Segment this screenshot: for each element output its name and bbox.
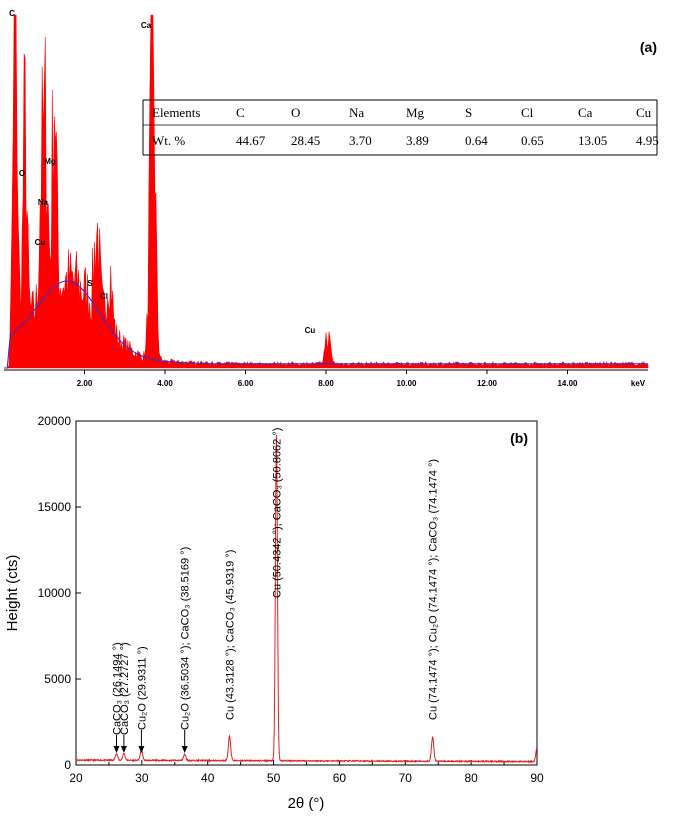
- eds-x-tick-label: 6.00: [238, 379, 254, 388]
- eds-peak-label: Mg: [44, 157, 56, 166]
- xrd-peak-annotation: Cu (50.4342 °); CaCO₃ (50.8062 °): [271, 428, 283, 598]
- eds-peak-labels: C O Mg Na Cu S Cl Ca Cu: [9, 9, 315, 335]
- eds-peak-label: C: [9, 9, 15, 18]
- eds-peak-label: Cu: [305, 326, 316, 335]
- table-row-header: Elements: [152, 105, 200, 120]
- xrd-peak-annotation: Cu₂O (36.5034 °); CaCO₃ (38.5169 °): [180, 547, 192, 730]
- eds-peak-label: Na: [38, 198, 49, 207]
- table-column-header: S: [465, 105, 472, 120]
- xrd-x-label: 2θ (°): [288, 795, 325, 812]
- eds-x-label: keV: [631, 379, 646, 388]
- eds-peak-label: Ca: [141, 21, 152, 30]
- composition-table: Elements Wt. % C 44.67 O 28.45 Na 3.70 Mg 3.89 S 0.…: [142, 99, 659, 156]
- eds-peak-label: O: [19, 169, 25, 178]
- xrd-y-tick-label: 15000: [38, 500, 72, 514]
- xrd-x-tick-label: 60: [333, 771, 347, 785]
- xrd-y-tick-label: 0: [64, 758, 71, 772]
- table-cell: 3.89: [406, 133, 429, 148]
- eds-spectrum-area: [4, 14, 649, 369]
- xrd-y-tick-label: 5000: [44, 672, 71, 686]
- table-column-header: C: [236, 105, 245, 120]
- table-column-header: Mg: [406, 105, 425, 120]
- xrd-x-tick-label: 50: [267, 771, 281, 785]
- eds-spectrum: [4, 14, 649, 369]
- xrd-peak-annotation: Cu (74.1474 °); Cu₂O (74.1474 °); CaCO₃ …: [428, 459, 440, 720]
- xrd-annotations: CaCO₃ (26.1494 °)CaCO₃ (27.2727 °) Cu₂O (…: [111, 428, 440, 753]
- xrd-y-tick-label: 10000: [38, 586, 72, 600]
- xrd-peak-annotation: CaCO₃ (26.1494 °): [111, 642, 123, 735]
- xrd-peak-annotation: Cu₂O (29.9311 °): [136, 646, 148, 730]
- xrd-x-tick-label: 30: [135, 771, 149, 785]
- eds-x-tick-label: 10.00: [396, 379, 417, 388]
- table-cell: 3.70: [349, 133, 372, 148]
- eds-x-ticks: 2.00 4.00 6.00 8.00 10.00 12.00 14.00: [77, 370, 578, 388]
- eds-x-tick-label: 12.00: [477, 379, 498, 388]
- table-column-header: Cl: [521, 105, 534, 120]
- xrd-line: [75, 435, 538, 764]
- eds-x-tick-label: 14.00: [557, 379, 578, 388]
- eds-x-tick-label: 4.00: [157, 379, 173, 388]
- xrd-arrow-head: [138, 746, 145, 753]
- table-cell: 44.67: [236, 133, 266, 148]
- xrd-x-tick-label: 20: [69, 771, 83, 785]
- xrd-arrow-head: [181, 746, 188, 753]
- xrd-arrow-head: [120, 746, 127, 753]
- table-column-header: Na: [349, 105, 364, 120]
- xrd-panel-label: (b): [510, 430, 528, 446]
- eds-panel: C O Mg Na Cu S Cl Ca Cu 2.00 4.00 6.00 8.00 10.00 12.…: [4, 9, 659, 388]
- xrd-y-label: Height (cts): [4, 555, 21, 632]
- table-column-header: Ca: [578, 105, 593, 120]
- eds-x-tick-label: 8.00: [318, 379, 334, 388]
- xrd-x-tick-label: 80: [464, 771, 478, 785]
- xrd-x-ticks: 20 30 40 50 60 70 80 90: [69, 760, 544, 785]
- xrd-peak-annotation: Cu (43.3128 °); CaCO₃ (45.9319 °): [225, 550, 237, 720]
- eds-x-tick-label: 2.00: [77, 379, 93, 388]
- table-column-header: Cu: [636, 105, 652, 120]
- table-cell: 28.45: [291, 133, 320, 148]
- table-column-header: O: [291, 105, 300, 120]
- xrd-x-tick-label: 70: [399, 771, 413, 785]
- xrd-y-tick-label: 20000: [38, 414, 72, 428]
- xrd-pattern-line: [75, 435, 538, 764]
- eds-peak-label: Cu: [35, 238, 46, 247]
- table-cell: 4.95: [636, 133, 659, 148]
- xrd-arrow-head: [113, 746, 120, 753]
- eds-peak-label: Cl: [100, 292, 108, 301]
- eds-peak-label: S: [87, 279, 93, 288]
- eds-panel-label: (a): [640, 39, 657, 55]
- xrd-x-tick-label: 40: [201, 771, 215, 785]
- table-cell: 13.05: [578, 133, 607, 148]
- eds-background-fit: [4, 280, 648, 369]
- xrd-peak-annotation: CaCO₃ (27.2727 °): [119, 642, 131, 735]
- xrd-y-ticks: 0 5000 10000 15000 20000: [38, 414, 81, 772]
- xrd-panel: 0 5000 10000 15000 20000 20 30 40 50 60 70 80 90 Ca…: [4, 414, 544, 812]
- xrd-x-tick-label: 90: [530, 771, 544, 785]
- table-cell: 0.64: [465, 133, 488, 148]
- table-row-header: Wt. %: [152, 133, 185, 148]
- table-cell: 0.65: [521, 133, 544, 148]
